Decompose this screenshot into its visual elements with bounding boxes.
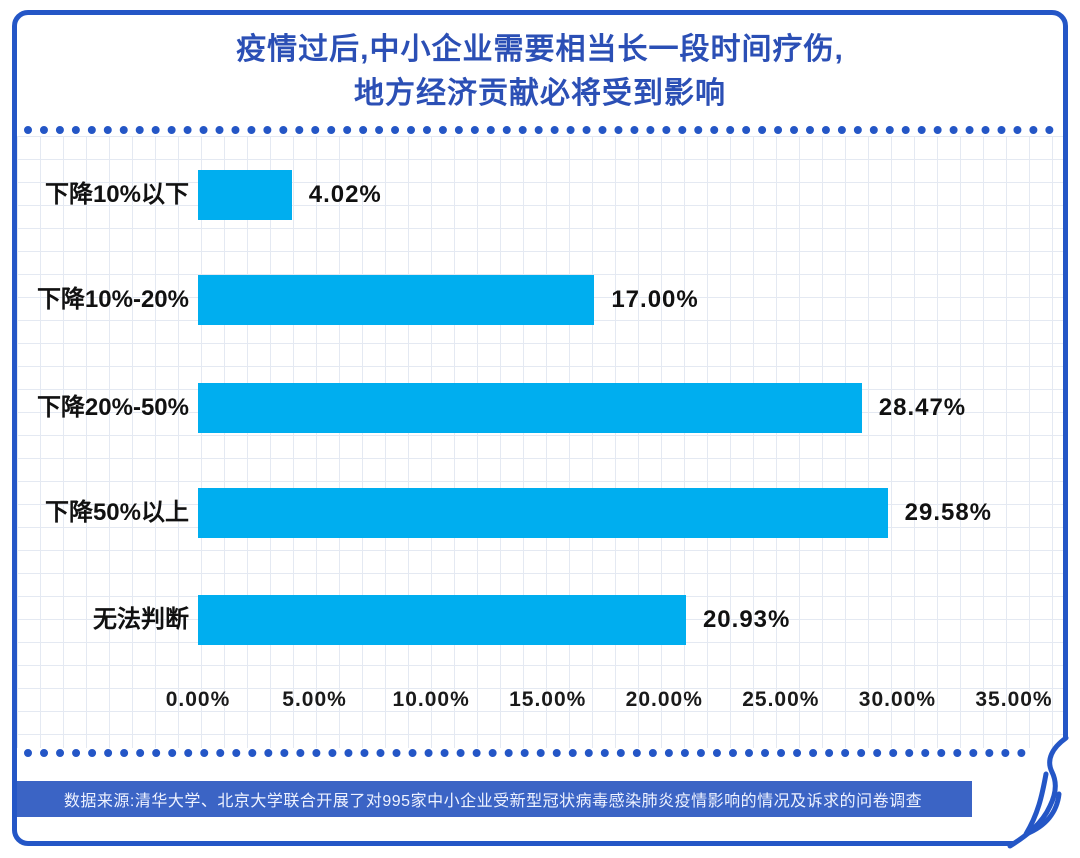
category-label: 无法判断 bbox=[93, 606, 189, 633]
bar bbox=[198, 170, 292, 220]
bar-chart: 下降10%以下 4.02% 下降10%-20% 17.00% 下降20%-50% 28.4… bbox=[17, 136, 1063, 748]
axis-tick: 20.00% bbox=[625, 688, 703, 711]
value-label: 20.93% bbox=[702, 606, 791, 633]
category-label: 下降10%-20% bbox=[36, 286, 189, 313]
axis-tick: 0.00% bbox=[165, 688, 231, 711]
axis-tick: 5.00% bbox=[282, 688, 347, 711]
category-label: 下降10%以下 bbox=[44, 181, 189, 208]
page-curl-icon bbox=[1007, 734, 1072, 854]
chart-title-line1: 疫情过后,中小企业需要相当长一段时间疗伤, bbox=[236, 33, 844, 66]
source-text: 数据来源:清华大学、北京大学联合开展了对995家中小企业受新型冠状病毒感染肺炎疫… bbox=[63, 793, 923, 810]
axis-tick: 25.00% bbox=[742, 688, 820, 711]
bar bbox=[198, 383, 862, 433]
value-label: 4.02% bbox=[308, 181, 382, 208]
bar bbox=[198, 275, 594, 325]
bar bbox=[198, 488, 888, 538]
chart-title-line2: 地方经济贡献必将受到影响 bbox=[354, 77, 726, 110]
chart-title: 疫情过后,中小企业需要相当长一段时间疗伤, 地方经济贡献必将受到影响 bbox=[40, 28, 1040, 116]
value-label: 28.47% bbox=[878, 394, 967, 421]
bar bbox=[198, 595, 686, 645]
category-label: 下降20%-50% bbox=[36, 394, 189, 421]
category-label: 下降50%以上 bbox=[44, 499, 189, 526]
bottom-divider bbox=[24, 749, 1026, 757]
axis-tick: 15.00% bbox=[509, 688, 587, 711]
value-label: 29.58% bbox=[904, 499, 993, 526]
value-label: 17.00% bbox=[611, 286, 699, 313]
axis-tick: 30.00% bbox=[858, 688, 937, 711]
axis-tick: 10.00% bbox=[392, 688, 470, 711]
axis-tick: 35.00% bbox=[975, 688, 1053, 711]
source-bar: 数据来源:清华大学、北京大学联合开展了对995家中小企业受新型冠状病毒感染肺炎疫… bbox=[14, 781, 972, 817]
top-divider bbox=[24, 126, 1054, 134]
